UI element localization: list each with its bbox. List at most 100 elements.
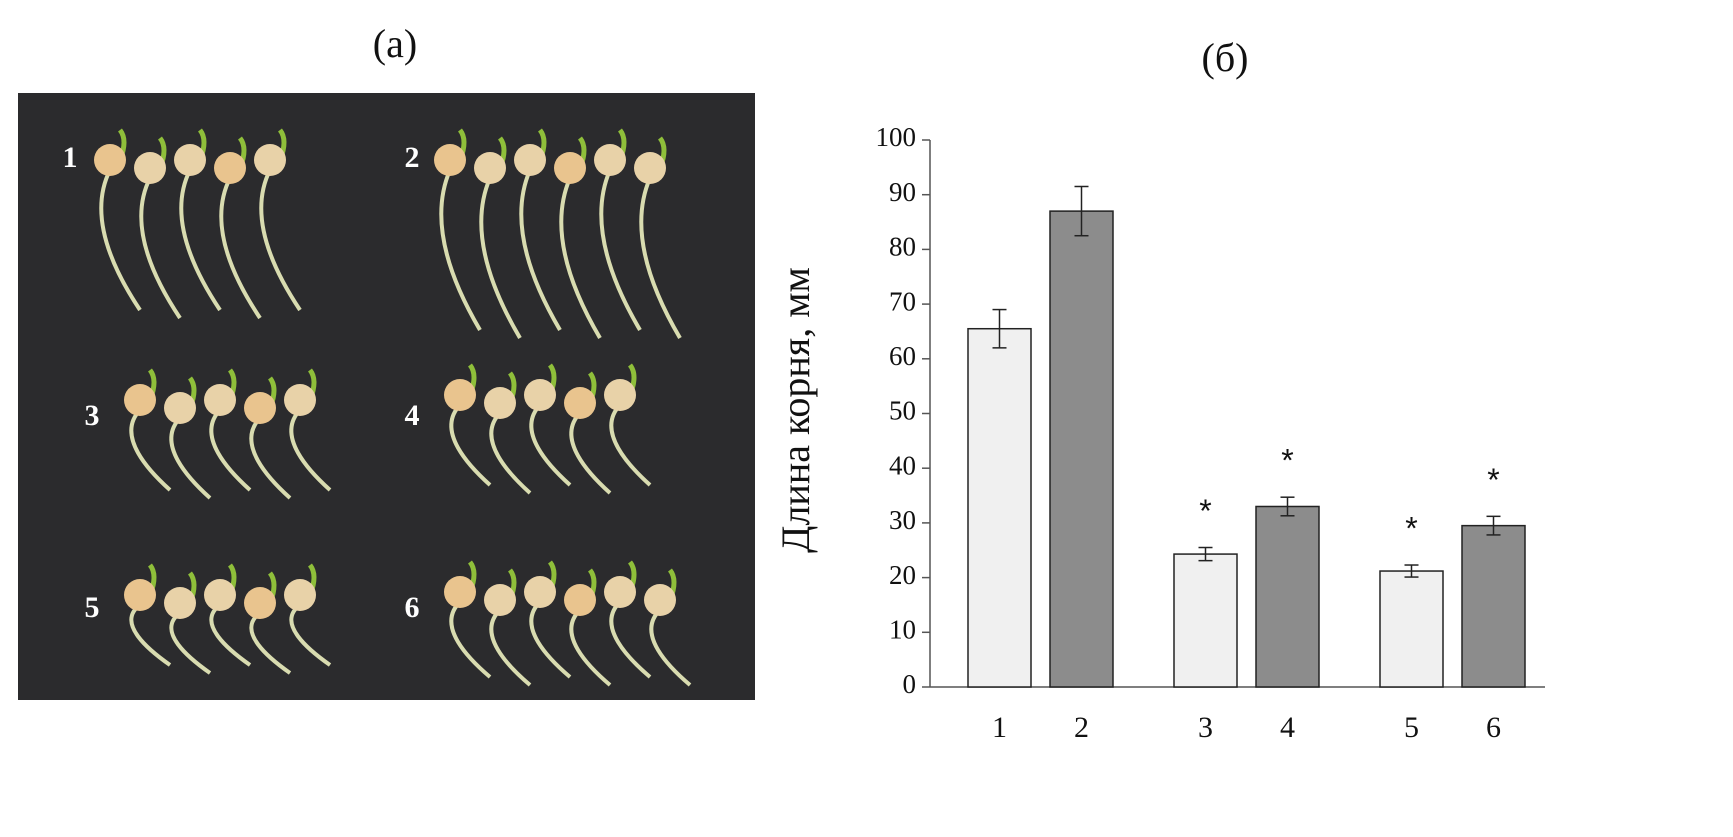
y-tick-label: 40 [889,450,916,480]
pea [134,152,166,184]
pea [284,579,316,611]
y-tick-label: 10 [889,615,916,645]
pea [524,576,556,608]
pea [594,144,626,176]
pea [124,384,156,416]
root [129,603,172,667]
group-label: 5 [85,591,100,624]
bar [1255,505,1320,688]
group-label: 6 [405,591,420,624]
bar [1049,210,1114,688]
bar [967,327,1032,688]
significance-mark: * [1199,493,1211,529]
pea [484,584,516,616]
pea [514,144,546,176]
y-tick-label: 100 [876,122,917,152]
pea [124,579,156,611]
root [169,416,212,500]
bar [1461,524,1526,688]
root [449,403,492,487]
root [569,411,612,495]
pea [254,144,286,176]
pea [434,144,466,176]
root [129,408,172,492]
root [519,169,562,332]
root [489,608,532,687]
significance-mark: * [1487,462,1499,498]
root [609,600,652,679]
pea [164,587,196,619]
root [639,177,682,340]
root [529,403,572,487]
significance-mark: * [1405,510,1417,546]
pea [444,576,476,608]
x-tick-label: 1 [992,711,1007,744]
y-tick-label: 80 [889,232,916,262]
root [169,611,212,675]
root [179,169,222,312]
x-tick-label: 3 [1198,711,1213,744]
y-axis-label: Длина корня, мм [773,267,818,553]
root [569,608,612,687]
root [439,169,482,332]
seedlings [94,128,692,687]
y-tick-label: 20 [889,560,916,590]
root [529,600,572,679]
pea [564,584,596,616]
root [479,177,522,340]
root [139,177,182,320]
x-tick-label: 5 [1404,711,1419,744]
root [219,177,262,320]
chart-title: (б) [1202,35,1249,80]
root [249,416,292,500]
root [289,408,332,492]
pea [564,387,596,419]
pea [164,392,196,424]
group-label: 1 [63,141,78,174]
root [99,169,142,312]
x-tick-label: 6 [1486,711,1501,744]
root [599,169,642,332]
root [649,608,692,687]
pea [444,379,476,411]
y-tick-label: 0 [903,669,917,699]
pea [214,152,246,184]
pea [484,387,516,419]
pea [244,587,276,619]
bar [1379,570,1444,688]
pea [474,152,506,184]
root [209,408,252,492]
root [449,600,492,679]
pea [644,584,676,616]
panel-label: (a) [373,21,417,66]
group-label: 4 [405,399,420,432]
group-label: 2 [405,141,420,174]
root [559,177,602,340]
group-label: 3 [85,399,100,432]
x-tick-label: 4 [1280,711,1295,744]
pea [524,379,556,411]
root [259,169,302,312]
y-tick-label: 60 [889,341,916,371]
y-tick-label: 50 [889,396,916,426]
y-tick-label: 90 [889,177,916,207]
significance-mark: * [1281,443,1293,479]
pea [284,384,316,416]
pea [174,144,206,176]
pea [204,579,236,611]
root [489,411,532,495]
pea [604,379,636,411]
y-tick-label: 70 [889,286,916,316]
pea [204,384,236,416]
pea [94,144,126,176]
pea [634,152,666,184]
pea [244,392,276,424]
root [609,403,652,487]
root [249,611,292,675]
root [289,603,332,667]
x-tick-label: 2 [1074,711,1089,744]
pea [604,576,636,608]
bar [1173,553,1238,688]
root [209,603,252,667]
